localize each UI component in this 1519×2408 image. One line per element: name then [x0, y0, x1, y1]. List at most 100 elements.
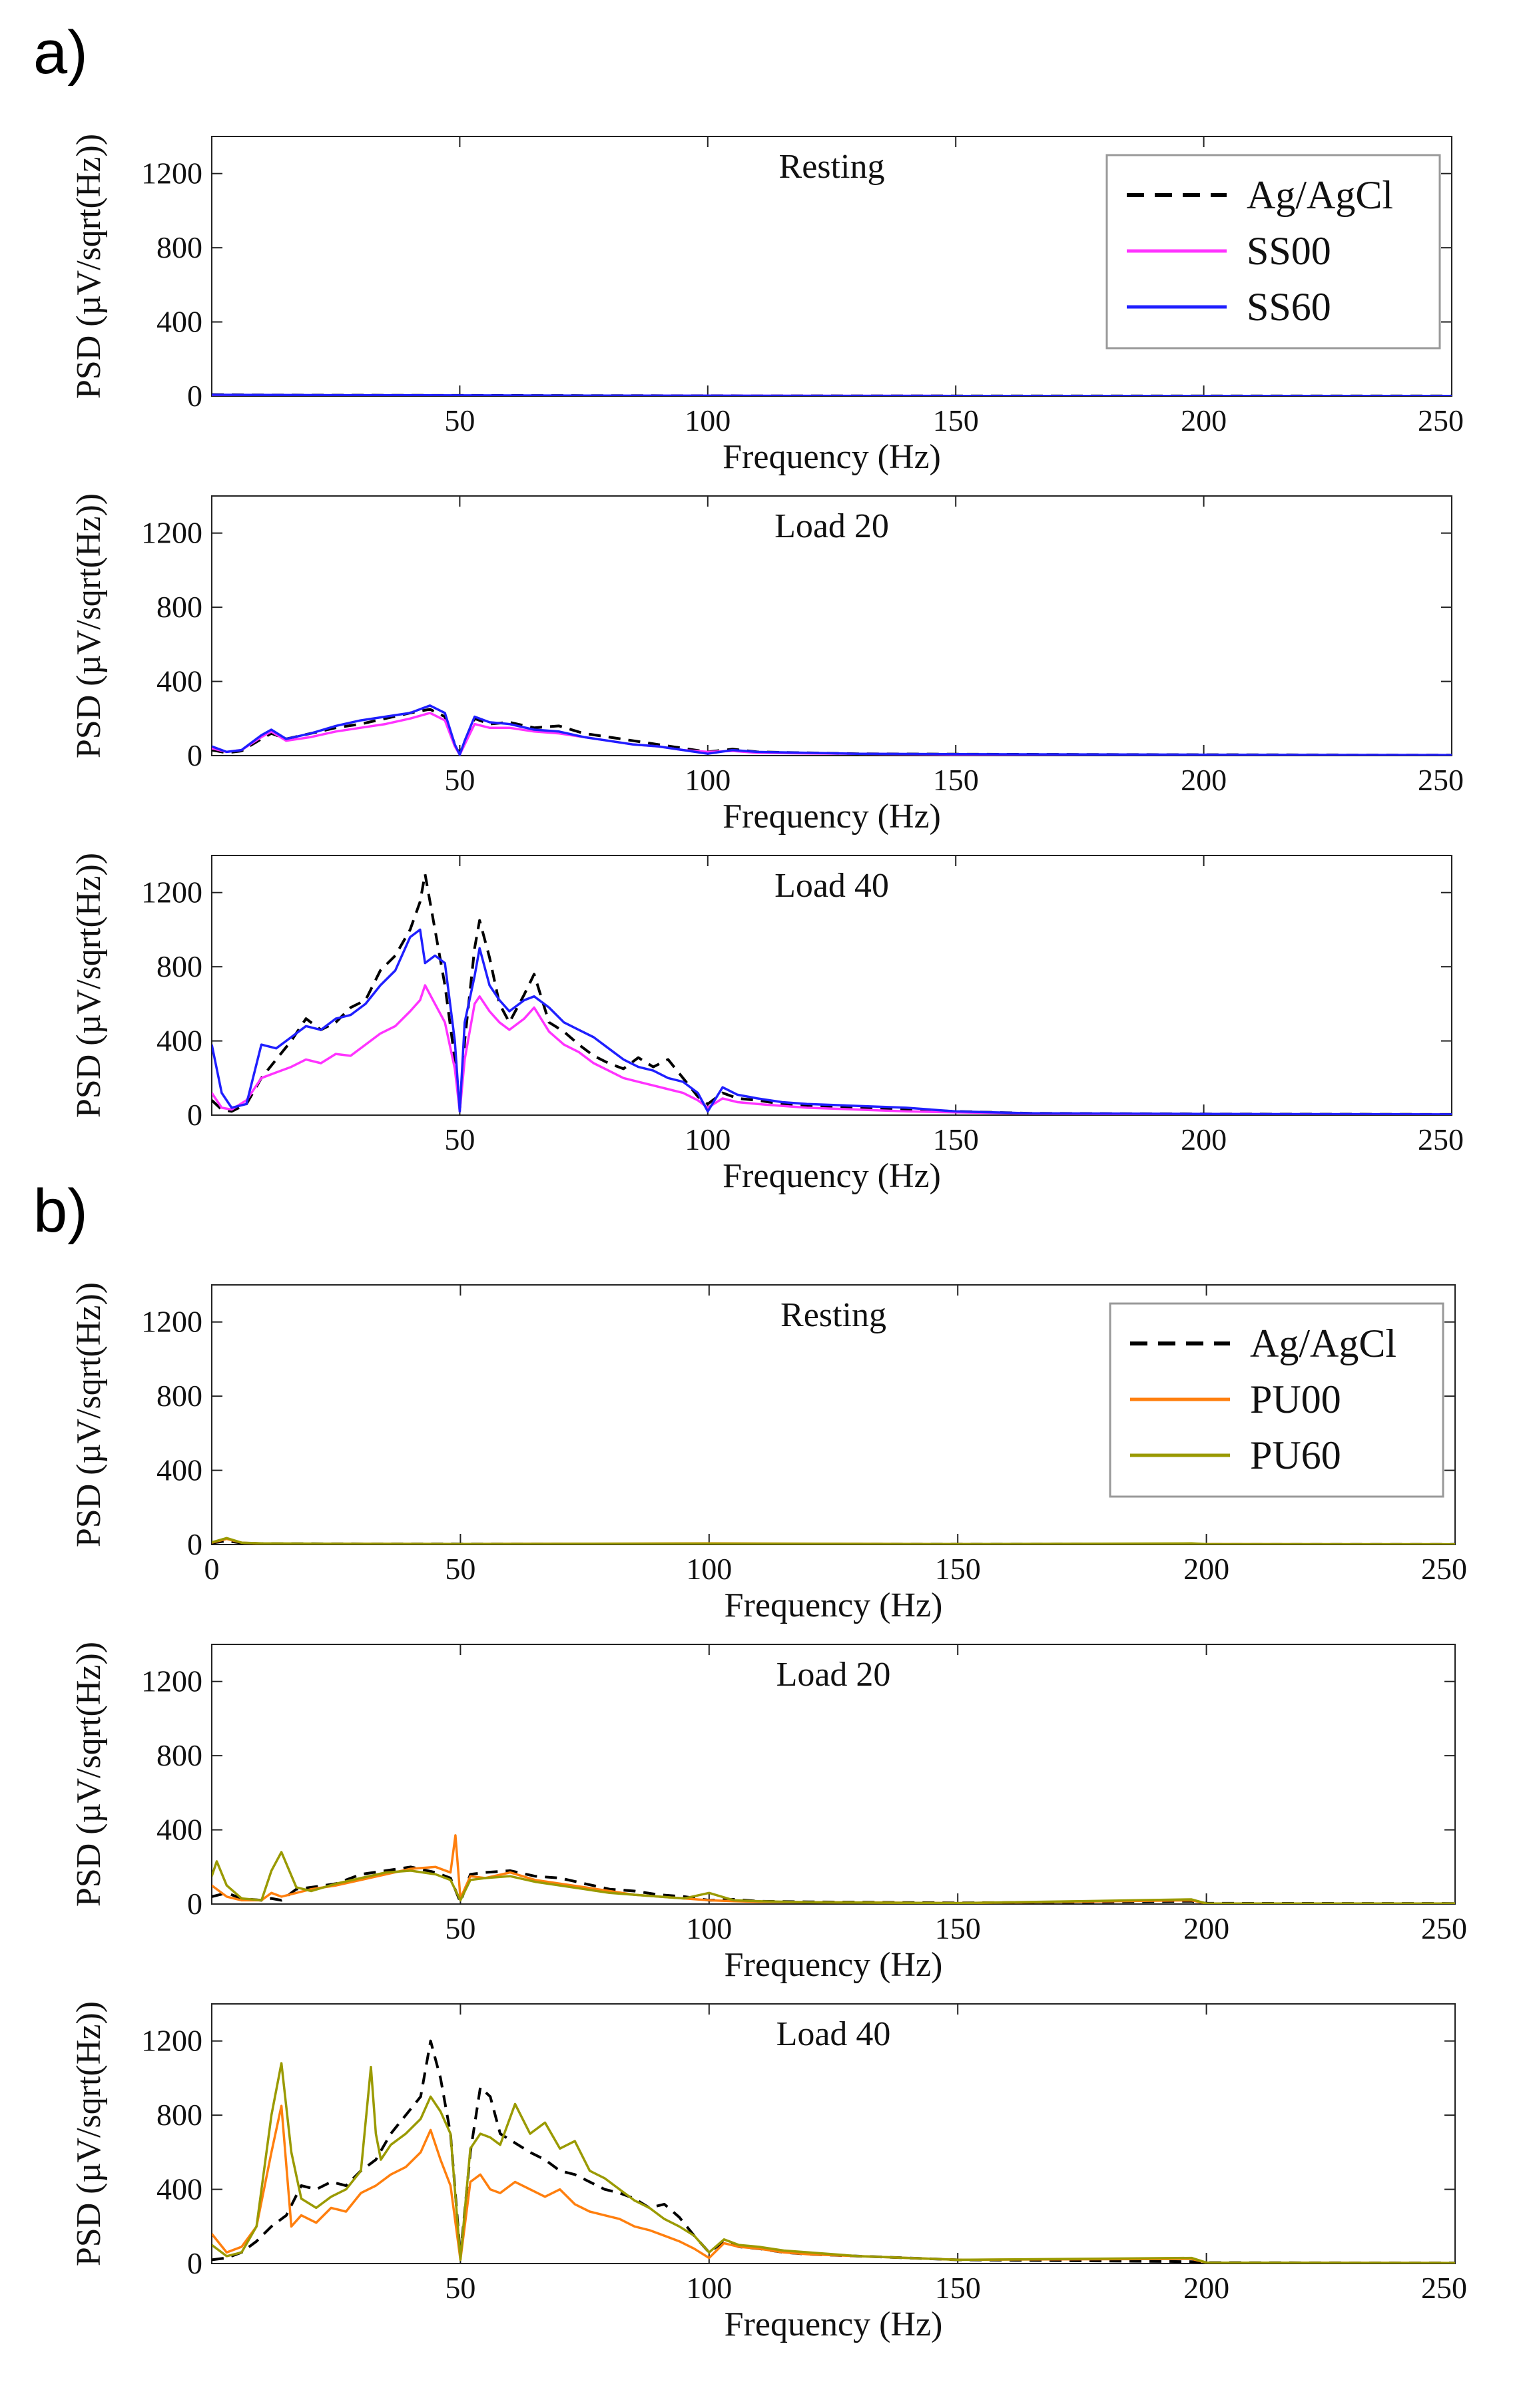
y-tick-label: 1200 [141, 1664, 202, 1698]
x-axis-title: Frequency (Hz) [725, 1946, 943, 1984]
plot-title: Resting [779, 148, 885, 186]
plot-frame [211, 2003, 1456, 2264]
y-tick-label: 1200 [141, 156, 202, 190]
x-tick-label: 150 [933, 763, 979, 797]
y-axis-title: PSD (µV/sqrt(Hz)) [70, 493, 108, 758]
legend-label: PU00 [1250, 1377, 1341, 1421]
series-group [212, 872, 1452, 1115]
series-line-ss60 [212, 393, 1452, 396]
series-line-pu60 [212, 1537, 1455, 1545]
x-tick-label: 200 [1181, 763, 1227, 797]
series-group [212, 393, 1452, 396]
y-axis-title: PSD (µV/sqrt(Hz)) [70, 2001, 108, 2266]
x-tick-label: 0 [204, 1552, 220, 1586]
x-tick-label: 50 [444, 403, 475, 437]
series-line-ss60 [212, 928, 1452, 1115]
x-tick-label: 200 [1183, 1911, 1229, 1945]
y-tick-label: 800 [156, 590, 202, 624]
y-axis-title: PSD (µV/sqrt(Hz)) [70, 853, 108, 1118]
x-axis-title: Frequency (Hz) [723, 438, 941, 476]
x-axis-title: Frequency (Hz) [723, 1157, 941, 1195]
x-axis-title: Frequency (Hz) [725, 1586, 943, 1624]
x-axis-title: Frequency (Hz) [723, 798, 941, 836]
subplot-3: 0 400 800 1200 50 100 150 200 250 Frequency (Hz) P… [70, 853, 1464, 1195]
plot-title: Resting [780, 1296, 886, 1334]
series-group [212, 2039, 1455, 2264]
plot-title: Load 40 [776, 2015, 891, 2053]
plot-frame [211, 1644, 1456, 1905]
y-tick-label: 400 [156, 1453, 202, 1487]
series-line-pu00 [212, 2104, 1455, 2264]
y-tick-label: 800 [156, 1379, 202, 1413]
x-tick-label: 250 [1421, 2271, 1467, 2305]
y-tick-label: 0 [187, 379, 202, 413]
y-tick-label: 1200 [141, 2024, 202, 2058]
y-tick-label: 400 [156, 1024, 202, 1058]
subplot-4: 0 400 800 1200 0 50 100 150 200 250 Frequency (Hz)… [70, 1282, 1467, 1624]
subplot-1: 0 400 800 1200 50 100 150 200 250 Frequency (Hz) P… [70, 134, 1464, 476]
x-tick-label: 200 [1183, 1552, 1229, 1586]
x-tick-label: 100 [686, 2271, 732, 2305]
y-tick-label: 800 [156, 2098, 202, 2132]
series-line-pu00 [212, 1834, 1455, 1904]
legend-label: Ag/AgCl [1250, 1322, 1396, 1365]
series-line-pu60 [212, 1851, 1455, 1904]
plot-frame [211, 495, 1452, 756]
x-tick-label: 200 [1181, 403, 1227, 437]
x-tick-label: 50 [445, 2271, 475, 2305]
y-tick-label: 1200 [141, 516, 202, 550]
x-tick-label: 250 [1418, 763, 1464, 797]
x-tick-label: 100 [685, 1122, 731, 1156]
series-line-ss60 [212, 704, 1452, 756]
x-tick-label: 150 [935, 2271, 981, 2305]
x-tick-label: 50 [445, 1911, 475, 1945]
x-tick-label: 150 [935, 1552, 981, 1586]
legend-label: Ag/AgCl [1247, 173, 1393, 217]
y-tick-label: 0 [187, 1527, 202, 1561]
x-tick-label: 250 [1418, 403, 1464, 437]
legend-label: SS00 [1247, 229, 1331, 273]
x-tick-label: 250 [1421, 1911, 1467, 1945]
y-tick-label: 800 [156, 949, 202, 983]
y-axis-title: PSD (µV/sqrt(Hz)) [70, 1282, 108, 1547]
legend-label: PU60 [1250, 1433, 1341, 1477]
y-tick-label: 0 [187, 738, 202, 772]
plot-title: Load 40 [774, 867, 889, 905]
y-tick-label: 800 [156, 1738, 202, 1772]
x-tick-label: 100 [686, 1552, 732, 1586]
x-tick-label: 200 [1181, 1122, 1227, 1156]
x-tick-label: 100 [685, 403, 731, 437]
y-tick-label: 1200 [141, 875, 202, 909]
series-line-ss00 [212, 984, 1452, 1115]
panel-label-b: b) [33, 1177, 88, 1245]
y-axis-title: PSD (µV/sqrt(Hz)) [70, 1642, 108, 1907]
y-tick-label: 400 [156, 1813, 202, 1847]
x-tick-label: 150 [933, 403, 979, 437]
plot-frame [211, 855, 1452, 1116]
y-tick-label: 400 [156, 2172, 202, 2206]
x-axis-title: Frequency (Hz) [725, 2305, 943, 2343]
x-tick-label: 200 [1183, 2271, 1229, 2305]
x-tick-label: 50 [444, 1122, 475, 1156]
y-axis-title: PSD (µV/sqrt(Hz)) [70, 134, 108, 399]
series-line-pu60 [212, 2062, 1455, 2264]
series-group [212, 1537, 1455, 1545]
panel-label-a: a) [33, 19, 88, 87]
y-tick-label: 0 [187, 1887, 202, 1921]
series-group [212, 704, 1452, 756]
series-line-ss00 [212, 712, 1452, 756]
x-tick-label: 100 [686, 1911, 732, 1945]
series-line-ag-agcl [212, 708, 1452, 756]
x-tick-label: 150 [935, 1911, 981, 1945]
subplot-5: 0 400 800 1200 50 100 150 200 250 Frequency (Hz) P… [70, 1642, 1467, 1984]
y-tick-label: 1200 [141, 1305, 202, 1339]
x-tick-label: 150 [933, 1122, 979, 1156]
plot-title: Load 20 [774, 507, 889, 545]
x-tick-label: 50 [445, 1552, 475, 1586]
y-tick-label: 0 [187, 2246, 202, 2280]
x-tick-label: 100 [685, 763, 731, 797]
subplot-2: 0 400 800 1200 50 100 150 200 250 Frequency (Hz) P… [70, 493, 1464, 836]
y-tick-label: 400 [156, 664, 202, 698]
x-tick-label: 250 [1421, 1552, 1467, 1586]
